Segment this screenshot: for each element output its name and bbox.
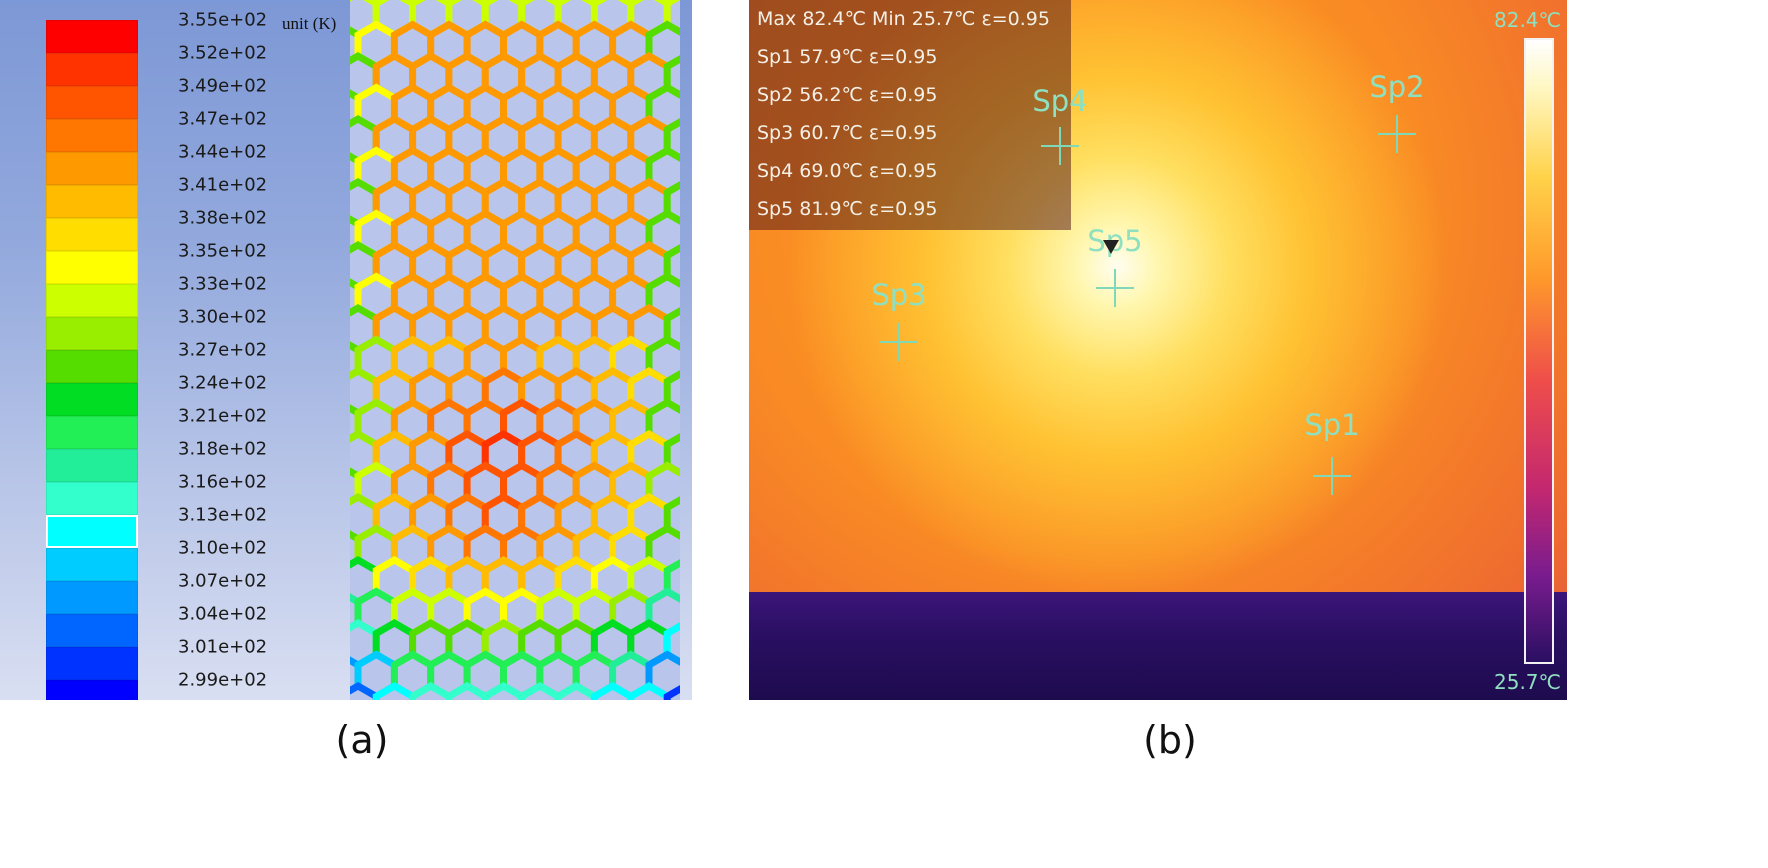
info-max-min: Max 82.4℃ Min 25.7℃ ε=0.95: [757, 8, 1050, 30]
colorbar-tick-label: 3.41e+02: [178, 174, 268, 196]
thermal-image-panel: Max 82.4℃ Min 25.7℃ ε=0.95 Sp1 57.9℃ ε=0…: [749, 0, 1567, 700]
colorbar-swatch: [46, 680, 138, 700]
colorbar-tick-label: 3.33e+02: [178, 273, 268, 295]
colorbar-swatch: [46, 251, 138, 284]
colorbar-tick-label: 3.52e+02: [178, 42, 268, 64]
colorbar-swatch: [46, 152, 138, 185]
colorbar-swatch: [46, 647, 138, 680]
colorbar-swatch: [46, 185, 138, 218]
cold-base-region: [749, 592, 1567, 700]
mesh-cell: [627, 681, 671, 700]
colorbar-tick-label: 3.16e+02: [178, 471, 268, 493]
colorbar-swatch: [46, 449, 138, 482]
info-sp3: Sp3 60.7℃ ε=0.95: [757, 122, 938, 144]
spot-label-sp4: Sp4: [1032, 84, 1088, 118]
colorbar-swatch: [46, 383, 138, 416]
colorbar-swatch: [46, 515, 138, 548]
info-sp4: Sp4 69.0℃ ε=0.95: [757, 160, 938, 182]
colorbar-tick-label: 3.47e+02: [178, 108, 268, 130]
colorbar-swatch: [46, 614, 138, 647]
caption-a: (a): [335, 718, 389, 762]
info-sp2: Sp2 56.2℃ ε=0.95: [757, 84, 938, 106]
scale-min-label: 25.7℃: [1494, 670, 1561, 694]
mesh-cell: [590, 681, 635, 700]
colorbar-swatch: [46, 548, 138, 581]
colorbar-tick-label: 3.55e+02: [178, 9, 268, 31]
caption-b: (b): [1143, 718, 1197, 762]
colorbar-tick-label: 3.49e+02: [178, 75, 268, 97]
spot-label-sp2: Sp2: [1369, 70, 1425, 104]
mesh-cell: [554, 681, 598, 700]
hotspot-marker-icon: [1103, 240, 1119, 254]
colorbar-tick-label: 3.01e+02: [178, 636, 268, 658]
colorbar-tick-label: 3.07e+02: [178, 570, 268, 592]
info-sp1: Sp1 57.9℃ ε=0.95: [757, 46, 938, 68]
colorbar-tick-label: 3.38e+02: [178, 207, 268, 229]
colorbar-tick-label: 3.27e+02: [178, 339, 268, 361]
colorbar-swatch: [46, 350, 138, 383]
colorbar-swatch: [46, 317, 138, 350]
colorbar-tick-label: 3.24e+02: [178, 372, 268, 394]
mesh-cell: [372, 681, 417, 700]
colorbar-swatch: [46, 20, 138, 53]
colorbar-swatch: [46, 416, 138, 449]
colorbar-tick-label: 3.10e+02: [178, 537, 268, 559]
scale-max-label: 82.4℃: [1494, 8, 1561, 32]
colorbar-swatch: [46, 119, 138, 152]
honeycomb-mesh: [350, 0, 680, 700]
colorbar-swatch: [46, 482, 138, 515]
colorbar-swatch: [46, 86, 138, 119]
mesh-cell: [409, 681, 453, 700]
measurement-overlay: Max 82.4℃ Min 25.7℃ ε=0.95 Sp1 57.9℃ ε=0…: [749, 0, 1071, 230]
colorbar-tick-label: 2.99e+02: [178, 669, 268, 691]
colorbar-tick-label: 3.18e+02: [178, 438, 268, 460]
mesh-cell: [350, 681, 380, 700]
unit-label: unit (K): [282, 14, 337, 33]
spot-crosshair-sp5-icon: [1096, 269, 1134, 307]
spot-crosshair-sp2-icon: [1378, 115, 1416, 153]
temperature-colorbar: [46, 20, 138, 700]
spot-label-sp3: Sp3: [871, 278, 927, 312]
spot-crosshair-sp3-icon: [880, 323, 918, 361]
simulation-panel: 3.55e+02 3.52e+02 3.49e+02 3.47e+02 3.44e+02…: [0, 0, 692, 700]
colorbar-tick-label: 3.30e+02: [178, 306, 268, 328]
info-sp5: Sp5 81.9℃ ε=0.95: [757, 198, 938, 220]
colorbar-tick-label: 3.21e+02: [178, 405, 268, 427]
colorbar-swatch: [46, 581, 138, 614]
colorbar-swatch: [46, 53, 138, 86]
thermal-color-scale: [1524, 38, 1554, 664]
spot-label-sp1: Sp1: [1304, 408, 1360, 442]
mesh-cell: [445, 681, 489, 700]
colorbar-tick-label: 3.04e+02: [178, 603, 268, 625]
mesh-cell: [663, 685, 680, 700]
colorbar-tick-label: 3.13e+02: [178, 504, 268, 526]
mesh-cell: [518, 681, 562, 700]
mesh-cell: [481, 681, 526, 700]
spot-crosshair-sp4-icon: [1041, 127, 1079, 165]
colorbar-tick-label: 3.35e+02: [178, 240, 268, 262]
spot-crosshair-sp1-icon: [1313, 457, 1351, 495]
colorbar-swatch: [46, 284, 138, 317]
colorbar-swatch: [46, 218, 138, 251]
colorbar-tick-label: 3.44e+02: [178, 141, 268, 163]
